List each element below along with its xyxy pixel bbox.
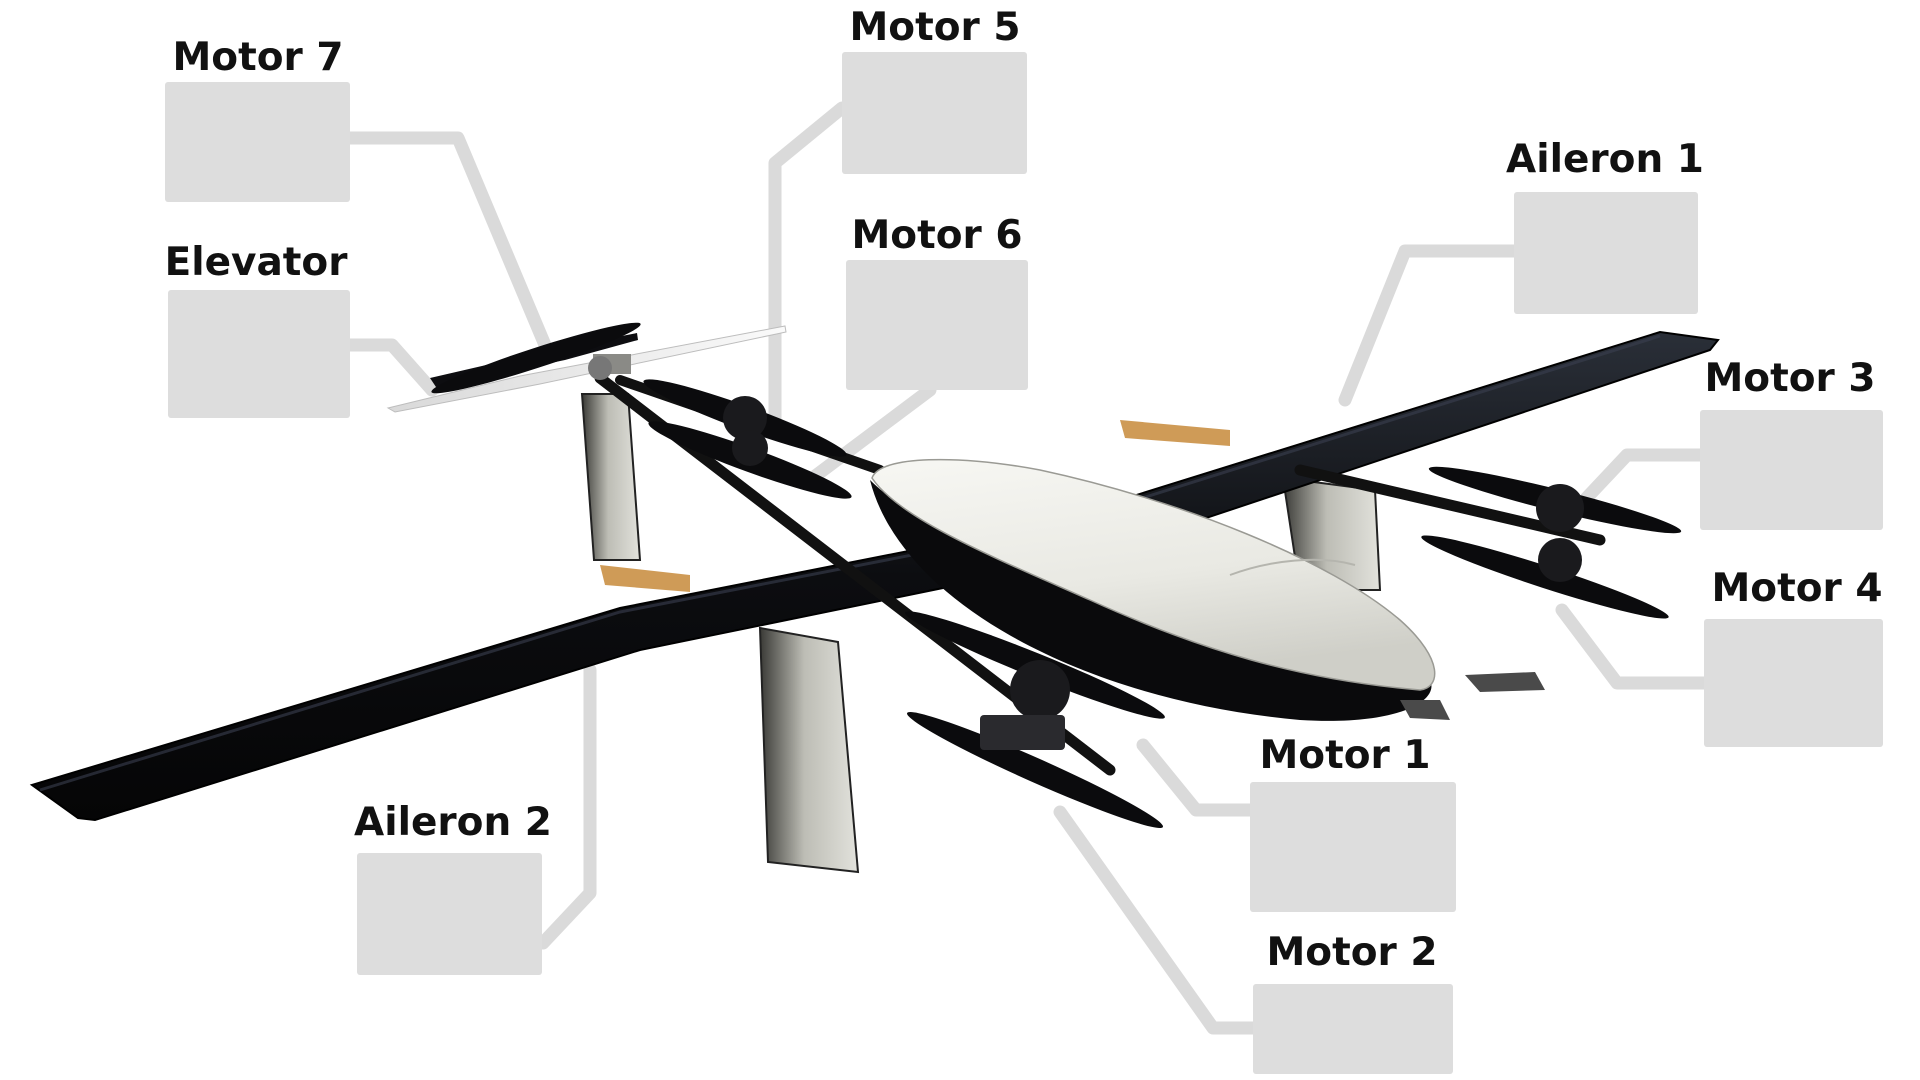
box-motor-3 [1700, 410, 1883, 530]
label-motor-6: Motor 6 [851, 213, 1023, 258]
main-wing-surface [29, 330, 1720, 822]
aileron-1-surface [1120, 420, 1230, 446]
leader-lines [343, 101, 1711, 1035]
rotor-motor-7 [431, 322, 641, 394]
rotor-motor-3 [1428, 466, 1682, 534]
box-motor-1 [1250, 782, 1456, 912]
box-elevator [168, 290, 350, 418]
label-motor-4: Motor 4 [1711, 566, 1883, 611]
label-motor-3: Motor 3 [1704, 356, 1876, 401]
leader-line-motor-1 [1136, 738, 1257, 817]
rotor-motor-6 [648, 421, 852, 499]
leader-line-motor-4 [1555, 603, 1711, 690]
nose-sensor [1465, 672, 1545, 692]
leader-line-motor-7 [343, 131, 552, 352]
fuselage [870, 458, 1545, 721]
label-motor-7: Motor 7 [172, 35, 344, 80]
leader-line-aileron-2 [536, 663, 597, 950]
box-motor-5 [842, 52, 1027, 174]
leader-line-motor-6 [803, 383, 937, 487]
rotor-motor-2 [907, 712, 1163, 828]
aileron-2-surface [600, 565, 690, 592]
leader-line-elevator [343, 338, 439, 397]
label-motor-2: Motor 2 [1266, 930, 1438, 975]
main-wing [29, 330, 1720, 822]
label-motor-1: Motor 1 [1259, 733, 1431, 778]
box-motor-4 [1704, 619, 1883, 747]
box-aileron-2 [357, 853, 542, 975]
box-motor-7 [165, 82, 350, 202]
rotor-motor-4 [1421, 535, 1669, 619]
label-elevator: Elevator [164, 240, 348, 285]
label-motor-5: Motor 5 [849, 5, 1021, 50]
elevator-surface [386, 325, 787, 413]
fuselage-upper [871, 458, 1436, 691]
box-aileron-1 [1514, 192, 1698, 314]
label-aileron-2: Aileron 2 [354, 800, 552, 845]
label-aileron-1: Aileron 1 [1506, 137, 1704, 182]
leader-line-motor-3 [1573, 448, 1707, 512]
boom-pod-rear-left [580, 393, 642, 561]
leader-line-motor-5 [768, 101, 849, 437]
box-motor-6 [846, 260, 1028, 390]
leader-line-aileron-1 [1338, 244, 1521, 407]
boom-pod-front-left [758, 626, 860, 874]
rotor-motor-1 [905, 611, 1165, 720]
box-motor-2 [1253, 984, 1453, 1074]
rotor-motor-5 [643, 379, 847, 457]
leader-line-motor-2 [1053, 805, 1260, 1035]
